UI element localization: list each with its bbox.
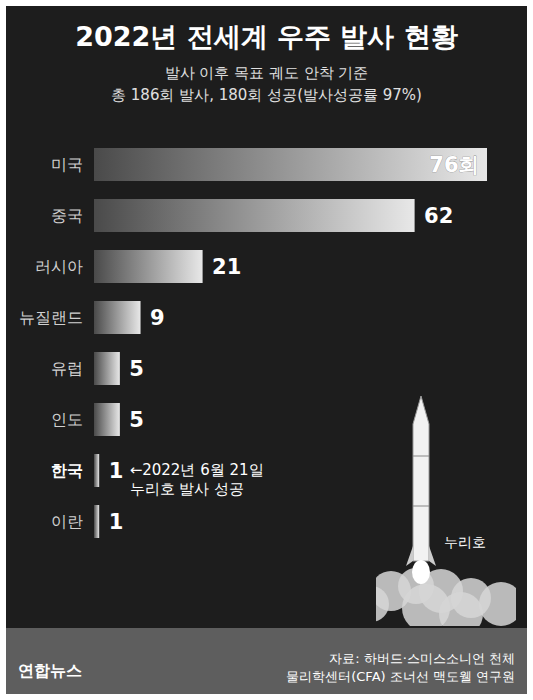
html-text:발사 이후 목표 궤도 안착 기준: 발사 이후 목표 궤도 안착 기준 (164, 64, 369, 82)
svg-text:5: 5 (129, 357, 144, 381)
html-text:연합뉴스: 연합뉴스 (18, 661, 82, 680)
html-text:총 186회 발사, 180회 성공(발사성공률 97%): 총 186회 발사, 180회 성공(발사성공률 97%) (111, 86, 422, 104)
svg-text:76회: 76회 (429, 153, 479, 177)
svg-text:1: 1 (109, 510, 124, 534)
svg-text:←2022년 6월 21일누리호 발사 성공: ←2022년 6월 21일누리호 발사 성공 (130, 461, 264, 499)
svg-text:인도: 인도 (51, 410, 83, 429)
svg-text:미국: 미국 (51, 155, 83, 174)
svg-text:뉴질랜드: 뉴질랜드 (19, 308, 83, 327)
html-text:자료: 하버드·스미스소니언 천체: 자료: 하버드·스미스소니언 천체 (329, 651, 515, 666)
svg-text:62: 62 (424, 204, 453, 228)
svg-text:5: 5 (129, 408, 144, 432)
svg-text:9: 9 (150, 306, 165, 330)
html-text:2022년 전세계 우주 발사 현황: 2022년 전세계 우주 발사 현황 (75, 21, 458, 52)
svg-text:유럽: 유럽 (51, 359, 83, 378)
svg-text:21: 21 (212, 255, 241, 279)
svg-text:이란: 이란 (51, 512, 83, 531)
html-text:물리학센터(CFA) 조너선 맥도웰 연구원: 물리학센터(CFA) 조너선 맥도웰 연구원 (286, 669, 515, 684)
svg-text:한국: 한국 (51, 461, 83, 480)
html-text:누리호: 누리호 (444, 534, 486, 550)
svg-text:러시아: 러시아 (35, 257, 83, 276)
svg-text:중국: 중국 (51, 206, 83, 225)
svg-text:1: 1 (109, 459, 124, 483)
